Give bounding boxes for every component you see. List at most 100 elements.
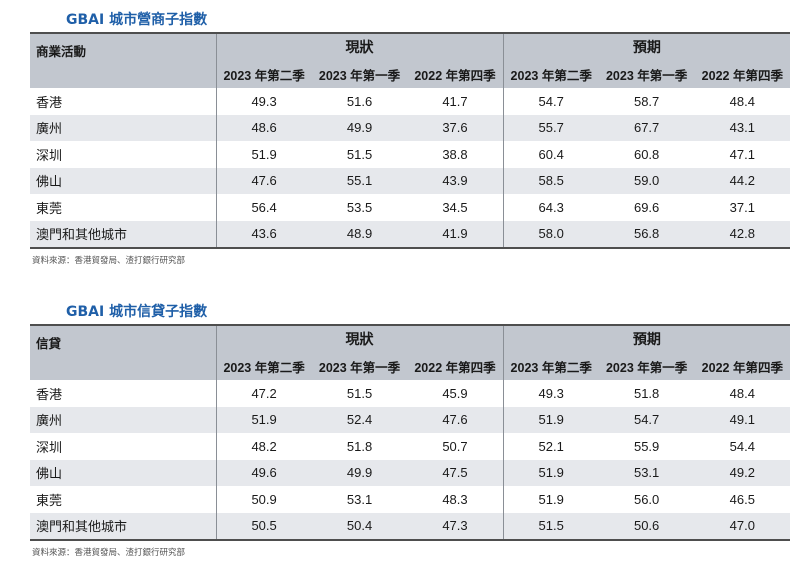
city-label: 深圳 (36, 439, 63, 455)
table-row: 深圳 48.2 51.8 50.7 52.1 55.9 54.4 (30, 433, 790, 460)
index-value: 50.9 (215, 486, 312, 513)
index-value: 49.6 (215, 459, 312, 486)
column-header: 2023 年第一季 (598, 60, 695, 88)
index-value: 69.6 (633, 199, 660, 215)
index-value: 49.3 (502, 380, 599, 407)
group-header-current: 現狀 (215, 324, 504, 352)
index-value: 53.1 (598, 459, 695, 486)
index-value: 47.1 (729, 146, 755, 162)
index-value: 49.3 (215, 88, 312, 115)
index-value: 54.7 (598, 406, 695, 433)
column-header: 2023 年第二季 (215, 60, 312, 88)
city-label: 東莞 (36, 200, 63, 216)
index-value: 47.3 (407, 512, 504, 541)
column-header: 2022 年第四季 (407, 352, 504, 380)
table-row: 東莞 56.4 53.5 34.5 64.3 69.6 37.1 (30, 194, 790, 221)
index-value: 44.2 (694, 167, 791, 194)
city-label: 澳門和其他城市 (30, 512, 216, 541)
index-value: 43.6 (215, 220, 312, 249)
index-value: 51.5 (502, 512, 599, 541)
column-header: 2022 年第四季 (407, 60, 504, 88)
row-label-header: 信貸 (30, 324, 216, 380)
table-row: 佛山 49.6 49.9 47.5 51.9 53.1 49.2 (30, 459, 791, 486)
index-value: 43.1 (694, 114, 791, 141)
city-label: 深圳 (36, 147, 63, 163)
index-value: 37.1 (729, 199, 755, 215)
index-value: 50.5 (215, 512, 312, 541)
index-value: 51.9 (215, 141, 312, 168)
index-value: 60.8 (633, 146, 660, 162)
index-value: 47.6 (407, 406, 504, 433)
index-value: 48.3 (442, 491, 468, 507)
group-header-current: 現狀 (215, 32, 504, 60)
index-value: 59.0 (598, 167, 695, 194)
column-header: 2022 年第四季 (694, 352, 791, 380)
table-title: GBAI 城市信貸子指數 (66, 304, 208, 320)
index-value: 48.4 (729, 93, 755, 109)
city-label: 佛山 (30, 167, 216, 194)
business-index-table: 商業活動 現狀 預期 2023 年第二季 2023 年第一季 2022 年第四季… (30, 32, 791, 249)
index-value: 37.6 (407, 114, 504, 141)
index-value: 56.8 (598, 220, 695, 249)
index-value: 58.5 (502, 167, 599, 194)
index-value: 47.0 (694, 512, 791, 541)
index-value: 49.1 (694, 406, 791, 433)
index-value: 43.9 (407, 167, 504, 194)
index-value: 47.6 (215, 167, 312, 194)
column-header: 2023 年第一季 (311, 60, 408, 88)
city-label: 廣州 (30, 406, 216, 433)
index-value: 52.4 (311, 406, 408, 433)
index-value: 51.9 (215, 406, 312, 433)
index-value: 49.9 (311, 114, 408, 141)
group-header-expected: 預期 (502, 32, 791, 60)
table-row: 澳門和其他城市 50.5 50.4 47.3 51.5 50.6 47.0 (30, 512, 791, 541)
index-value: 53.1 (346, 491, 373, 507)
index-value: 48.6 (215, 114, 312, 141)
index-value: 52.1 (502, 433, 599, 460)
city-label: 佛山 (30, 459, 216, 486)
index-value: 48.4 (729, 385, 755, 401)
table-row: 東莞 50.9 53.1 48.3 51.9 56.0 46.5 (30, 486, 790, 513)
table-row: 廣州 51.9 52.4 47.6 51.9 54.7 49.1 (30, 406, 791, 433)
index-value: 49.9 (311, 459, 408, 486)
index-value: 48.9 (311, 220, 408, 249)
index-value: 34.5 (442, 199, 468, 215)
index-value: 51.6 (346, 93, 373, 109)
column-header: 2023 年第二季 (215, 352, 312, 380)
table-row: 香港 47.2 51.5 45.9 49.3 51.8 48.4 (30, 380, 790, 407)
index-value: 38.8 (442, 146, 468, 162)
index-value: 50.7 (442, 438, 468, 454)
index-value: 50.6 (598, 512, 695, 541)
index-value: 51.9 (502, 486, 599, 513)
index-value: 42.8 (694, 220, 791, 249)
table-row: 澳門和其他城市 43.6 48.9 41.9 58.0 56.8 42.8 (30, 220, 791, 249)
city-label: 香港 (36, 386, 63, 402)
column-header: 2023 年第一季 (598, 352, 695, 380)
index-value: 60.4 (502, 141, 599, 168)
index-value: 55.7 (502, 114, 599, 141)
table-row: 香港 49.3 51.6 41.7 54.7 58.7 48.4 (30, 88, 790, 115)
index-value: 51.9 (502, 459, 599, 486)
index-value: 47.2 (215, 380, 312, 407)
column-header: 2023 年第二季 (502, 60, 599, 88)
index-value: 45.9 (442, 385, 468, 401)
index-value: 51.8 (633, 385, 660, 401)
column-header: 2023 年第一季 (311, 352, 408, 380)
index-value: 51.5 (346, 146, 373, 162)
index-value: 56.4 (215, 194, 312, 221)
index-value: 51.5 (346, 385, 373, 401)
column-header: 2022 年第四季 (694, 60, 791, 88)
index-value: 58.7 (633, 93, 660, 109)
city-label: 東莞 (36, 492, 63, 508)
index-value: 51.8 (346, 438, 373, 454)
index-value: 50.4 (311, 512, 408, 541)
index-value: 64.3 (502, 194, 599, 221)
index-value: 54.4 (729, 438, 755, 454)
index-value: 47.5 (407, 459, 504, 486)
city-label: 澳門和其他城市 (30, 220, 216, 249)
city-label: 香港 (36, 94, 63, 110)
index-value: 41.9 (407, 220, 504, 249)
group-header-expected: 預期 (502, 324, 791, 352)
business-index-section: GBAI 城市營商子指數 商業活動 現狀 預期 2023 年第二季 2023 年… (30, 8, 791, 266)
index-value: 46.5 (729, 491, 755, 507)
